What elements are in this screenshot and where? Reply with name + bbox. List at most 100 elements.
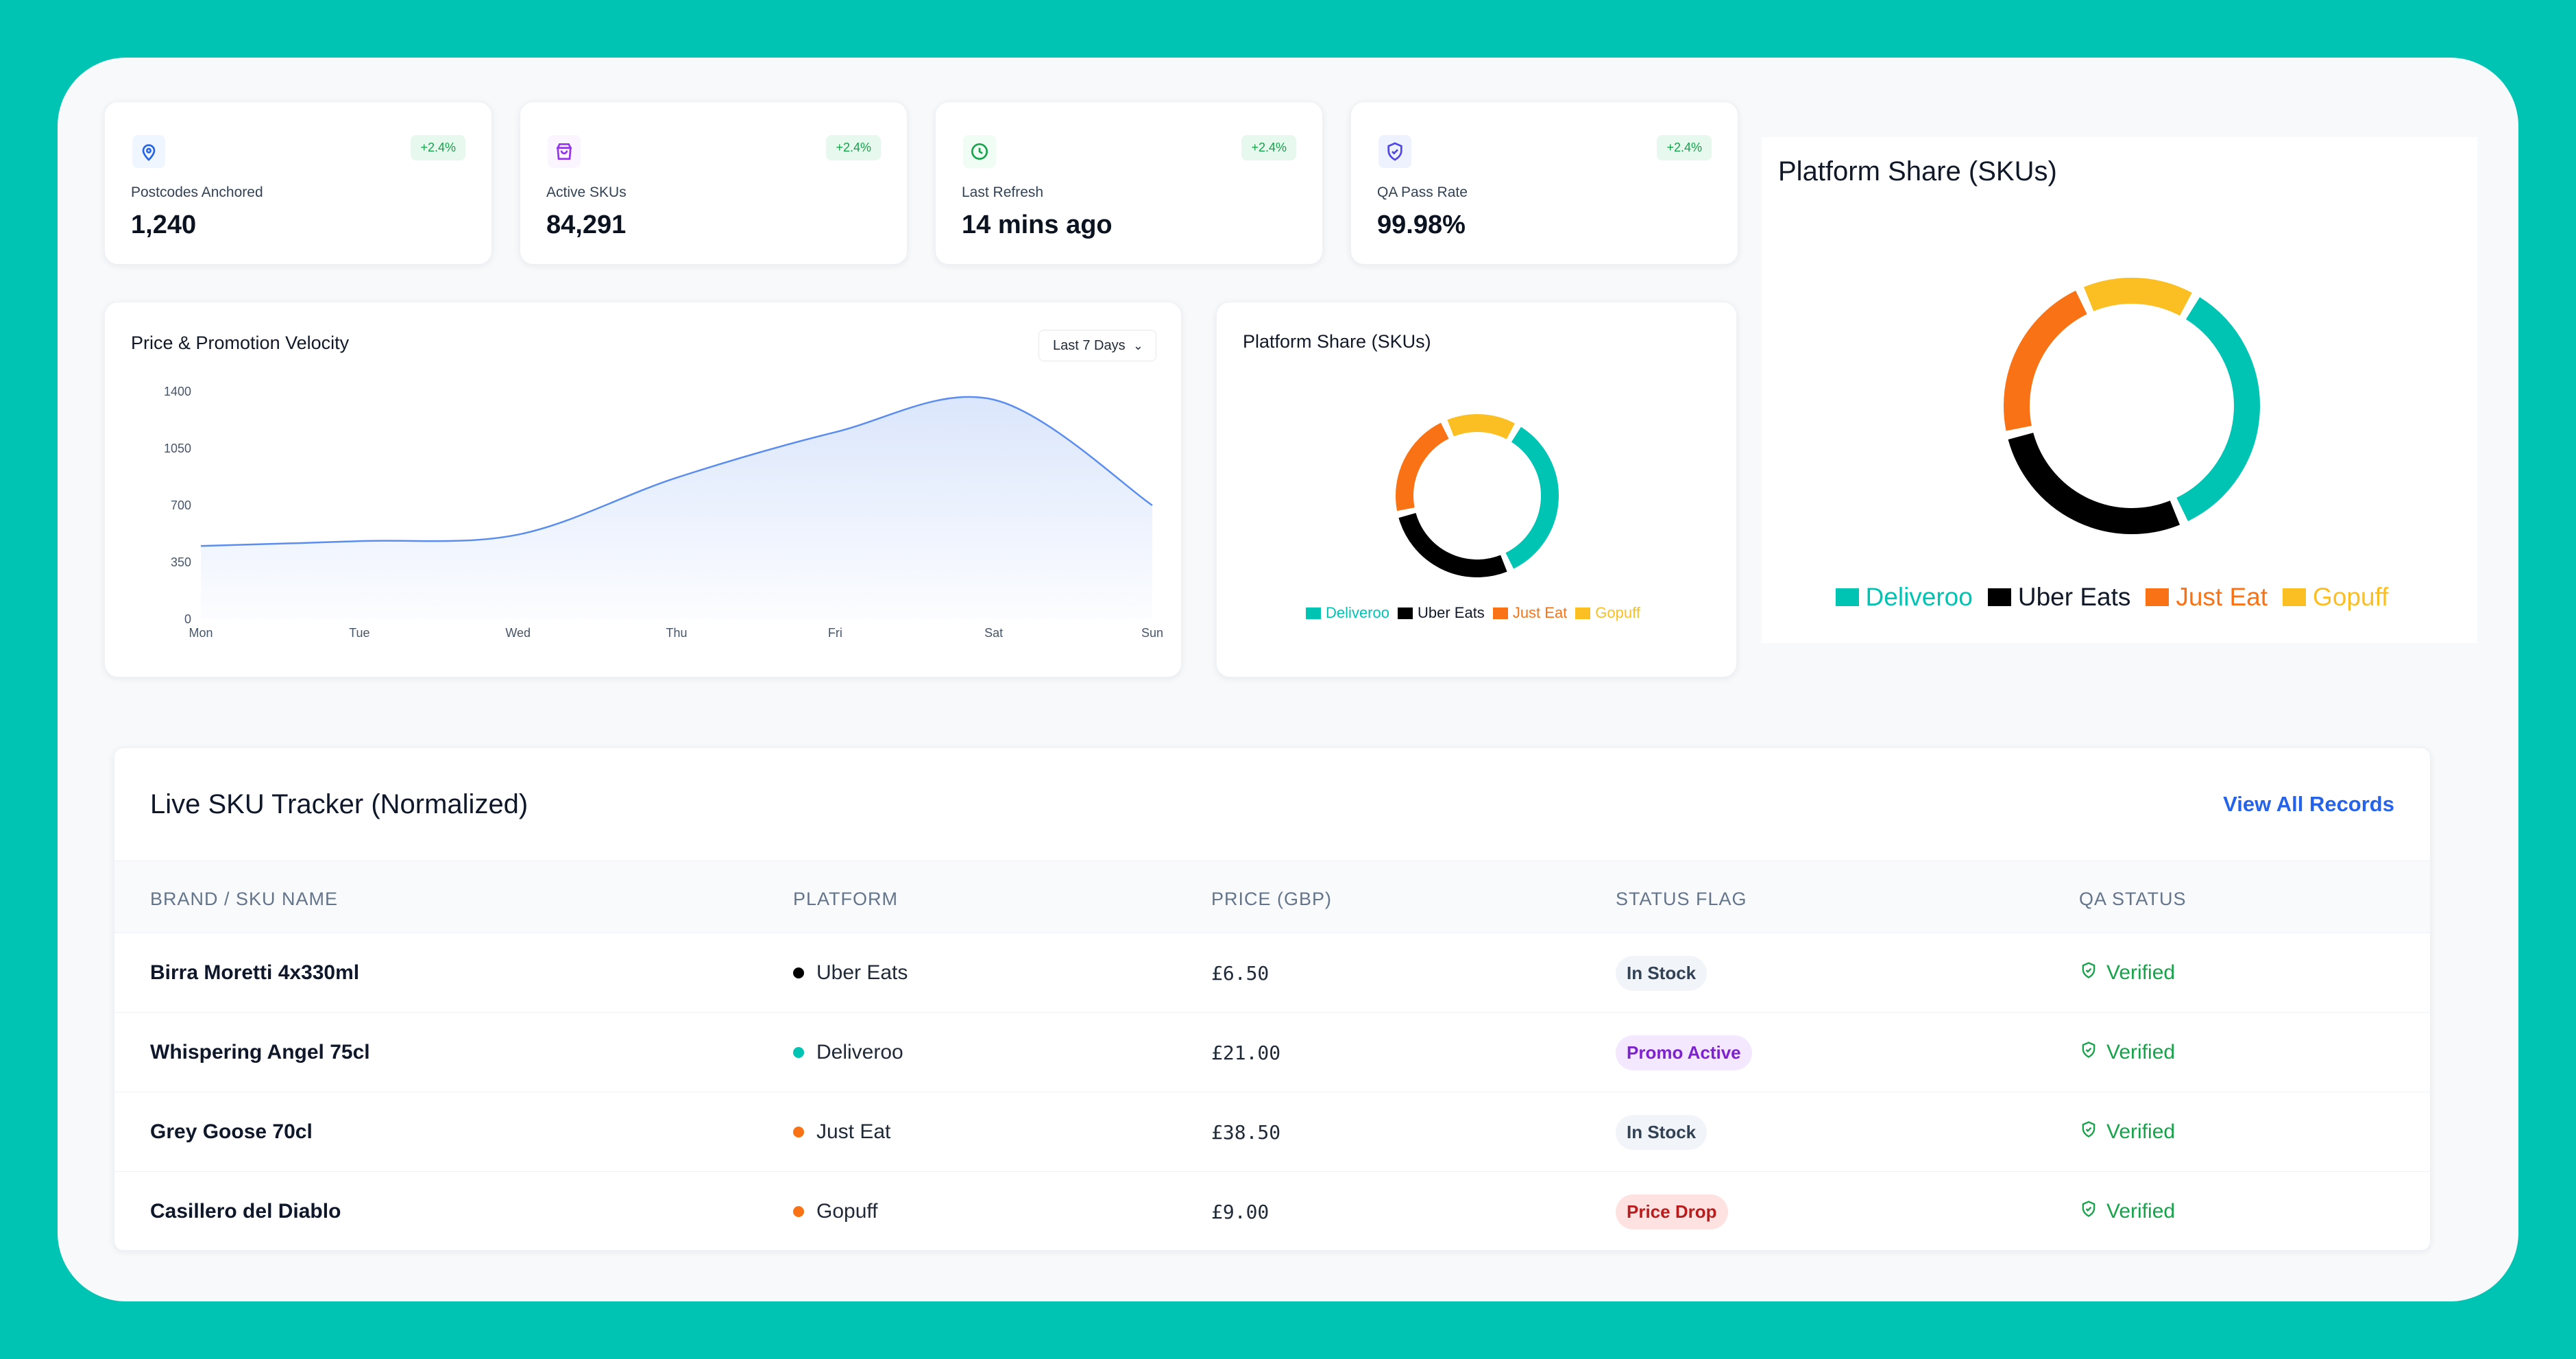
stat-value: 84,291	[546, 211, 627, 239]
stat-card-qa-pass-rate: +2.4% QA Pass Rate 99.98%	[1350, 101, 1738, 265]
shopping-bag-icon	[548, 135, 581, 168]
x-tick-label: Sun	[1141, 626, 1163, 640]
shield-check-icon	[2079, 1040, 2106, 1065]
date-range-dropdown[interactable]: Last 7 Days ⌄	[1038, 330, 1156, 361]
table-row[interactable]: Whispering Angel 75cl Deliveroo £21.00 Prom…	[114, 1013, 2430, 1092]
sku-name: Casillero del Diablo	[150, 1200, 341, 1223]
shield-check-icon	[1378, 135, 1411, 168]
view-all-records-link[interactable]: View All Records	[2223, 792, 2394, 816]
legend-label: Deliveroo	[1326, 604, 1389, 621]
qa-status-cell: Verified	[2079, 1013, 2175, 1092]
legend-label: Gopuff	[1595, 604, 1640, 621]
stat-label: Postcodes Anchored	[131, 184, 263, 200]
platform-name: Gopuff	[816, 1200, 878, 1223]
area-fill	[201, 396, 1152, 619]
change-badge: +2.4%	[826, 135, 881, 160]
y-tick-label: 1050	[164, 442, 191, 455]
sku-name: Grey Goose 70cl	[150, 1120, 313, 1143]
x-tick-label: Fri	[828, 626, 842, 640]
velocity-chart-card: Price & Promotion Velocity Last 7 Days ⌄…	[104, 302, 1182, 677]
donut-slice-uber-eats[interactable]	[2008, 432, 2180, 534]
header-status[interactable]: STATUS FLAG	[1616, 889, 1747, 909]
qa-status-label: Verified	[2106, 1041, 2176, 1063]
legend-item[interactable]: Deliveroo	[1306, 604, 1389, 622]
y-tick-label: 350	[171, 555, 191, 569]
legend-label: Just Eat	[1512, 604, 1568, 621]
platform-cell: Gopuff	[793, 1172, 878, 1250]
platform-name: Just Eat	[816, 1120, 891, 1143]
table-row[interactable]: Grey Goose 70cl Just Eat £38.50 In Stock Ver…	[114, 1092, 2430, 1172]
x-tick-label: Thu	[666, 626, 687, 640]
donut-slice-just-eat[interactable]	[1396, 422, 1449, 512]
y-tick-label: 700	[171, 498, 191, 512]
platform-cell: Uber Eats	[793, 933, 908, 1013]
stat-value: 14 mins ago	[962, 211, 1113, 239]
header-price[interactable]: PRICE (GBP)	[1211, 889, 1333, 909]
platform-share-large-title: Platform Share (SKUs)	[1778, 156, 2057, 187]
table-row[interactable]: Birra Moretti 4x330ml Uber Eats £6.50 In St…	[114, 933, 2430, 1013]
x-tick-label: Sat	[984, 626, 1003, 640]
map-pin-icon	[132, 135, 165, 168]
platform-share-card: Platform Share (SKUs) Deliveroo Uber Eats…	[1216, 302, 1737, 677]
status-cell: In Stock	[1616, 1092, 1708, 1172]
legend-item[interactable]: Gopuff	[2283, 583, 2388, 612]
legend-item[interactable]: Uber Eats	[1987, 583, 2131, 612]
sku-tracker-title: Live SKU Tracker (Normalized)	[150, 789, 528, 819]
platform-cell: Just Eat	[793, 1092, 890, 1172]
shield-check-icon	[2079, 1199, 2106, 1224]
x-tick-label: Tue	[349, 626, 369, 640]
platform-share-donut	[1396, 414, 1559, 577]
donut-slice-deliveroo[interactable]	[2176, 297, 2260, 522]
legend-item[interactable]: Just Eat	[2146, 583, 2268, 612]
legend-swatch	[2146, 588, 2170, 606]
shield-check-icon	[2079, 961, 2106, 985]
legend-swatch	[1987, 588, 2011, 606]
change-badge: +2.4%	[1657, 135, 1712, 160]
price-value: £9.00	[1211, 1200, 1269, 1223]
status-badge: Price Drop	[1616, 1194, 1728, 1229]
price-value: £38.50	[1211, 1120, 1281, 1144]
legend-item[interactable]: Just Eat	[1492, 604, 1568, 622]
legend-label: Uber Eats	[1417, 604, 1485, 621]
platform-dot-icon	[793, 1206, 804, 1217]
legend-item[interactable]: Gopuff	[1575, 604, 1640, 622]
platform-name: Uber Eats	[816, 961, 908, 984]
qa-status-cell: Verified	[2079, 1092, 2175, 1172]
price-value: £6.50	[1211, 961, 1269, 985]
stat-value: 1,240	[131, 211, 197, 239]
platform-share-title: Platform Share (SKUs)	[1243, 331, 1431, 352]
donut-slice-deliveroo[interactable]	[1505, 426, 1559, 569]
donut-slice-gopuff[interactable]	[1447, 414, 1515, 440]
chevron-down-icon: ⌄	[1132, 338, 1143, 352]
table-row[interactable]: Casillero del Diablo Gopuff £9.00 Price Dro…	[114, 1172, 2430, 1250]
platform-dot-icon	[793, 1127, 804, 1138]
status-cell: Promo Active	[1616, 1013, 1752, 1092]
header-qa[interactable]: QA STATUS	[2079, 889, 2187, 909]
legend-label: Uber Eats	[2017, 583, 2131, 611]
status-cell: In Stock	[1616, 933, 1708, 1013]
legend-label: Deliveroo	[1865, 583, 1973, 611]
y-tick-label: 0	[184, 612, 191, 626]
status-badge: Promo Active	[1616, 1035, 1752, 1070]
stat-value: 99.98%	[1377, 211, 1466, 239]
stat-card-last-refresh: +2.4% Last Refresh 14 mins ago	[935, 101, 1323, 265]
platform-cell: Deliveroo	[793, 1013, 903, 1092]
legend-item[interactable]: Uber Eats	[1397, 604, 1485, 622]
stat-label: Last Refresh	[962, 184, 1044, 200]
legend-swatch	[1306, 607, 1322, 619]
legend-swatch	[1835, 588, 1859, 606]
platform-dot-icon	[793, 967, 804, 978]
platform-share-large-donut	[2004, 278, 2260, 534]
header-platform[interactable]: PLATFORM	[793, 889, 899, 909]
header-brand[interactable]: BRAND / SKU NAME	[150, 889, 339, 909]
status-badge: In Stock	[1616, 1114, 1708, 1150]
donut-slice-just-eat[interactable]	[2004, 290, 2088, 431]
qa-status-label: Verified	[2106, 1200, 2176, 1223]
legend-item[interactable]: Deliveroo	[1835, 583, 1973, 612]
donut-slice-gopuff[interactable]	[2083, 278, 2192, 316]
sku-name: Birra Moretti 4x330ml	[150, 961, 360, 984]
change-badge: +2.4%	[411, 135, 465, 160]
donut-slice-uber-eats[interactable]	[1398, 512, 1507, 577]
platform-dot-icon	[793, 1047, 804, 1058]
qa-status-cell: Verified	[2079, 933, 2175, 1013]
